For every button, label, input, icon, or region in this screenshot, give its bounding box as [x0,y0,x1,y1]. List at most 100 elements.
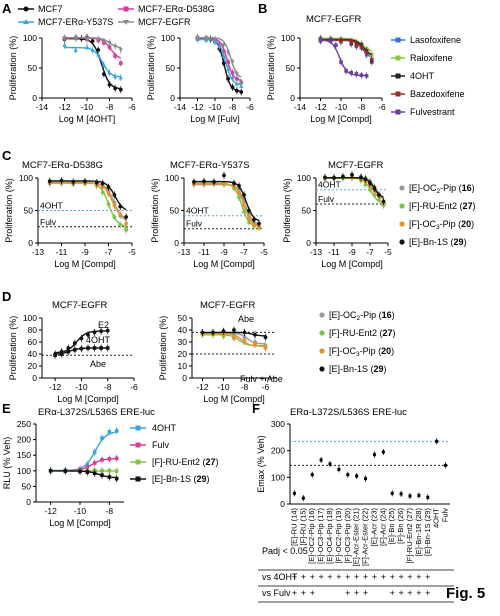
data-point [106,202,111,206]
panel-b-title: MCF7-EGFR [306,14,362,25]
y-tick-label: 100 [165,173,179,183]
data-point [257,221,261,226]
y-tick-label: 200 [17,435,31,445]
x-tick-label: -14 [36,102,49,112]
y-tick-label: 0 [28,238,33,248]
data-point [101,72,106,76]
x-tick-label: -12 [49,382,62,392]
data-point [221,329,226,334]
data-point [372,453,376,457]
y-axis-label: Proliferation (%) [150,178,160,243]
x-tick-label: -9 [220,247,228,257]
data-point [372,186,377,191]
x-tick-label: -10 [335,102,348,112]
legend-text: [E]-Bn-1S [152,474,194,484]
data-point [112,203,117,208]
significance-vs-fulv: + [398,588,403,598]
x-tick-label: -5 [128,247,136,257]
data-point [221,53,226,58]
data-point [66,346,71,350]
x-tick-label: -12 [196,382,209,392]
legend-marker-bazedoxifene [395,91,401,97]
category-label: [E]-Acr (23) [369,508,378,547]
significance-vs-4oht: + [336,572,341,582]
legend-label-bazedoxifene: Bazedoxifene [410,89,465,99]
data-point [72,341,77,346]
x-tick-label: -13 [32,247,45,257]
data-point [59,352,64,356]
panel-a-legend: MCF7 MCF7-ERα-D538G MCF7-ERα-Y537S MCF7-… [18,4,215,27]
data-point [99,346,103,350]
data-point [310,473,314,477]
data-point [368,181,372,186]
data-point [59,178,64,183]
x-tick-label: -13 [310,247,323,257]
significance-vs-4oht: + [390,572,395,582]
legend-label-mcf7: MCF7 [38,4,63,14]
data-point [242,330,247,335]
y-axis-label: Proliferation (%) [8,316,18,381]
data-point [221,43,226,48]
data-point [92,450,97,454]
legend-marker-e-4oht [135,425,141,431]
legend-marker-egfr [123,20,129,25]
data-point [252,222,256,227]
data-point [377,198,381,203]
x-tick-label: -9 [81,247,89,257]
y-tick-label: 30 [178,337,188,347]
data-point [319,458,323,462]
reference-line-label: 4OHT [318,180,341,190]
data-point [390,491,394,495]
panel-d2-title: MCF7-EGFR [200,300,256,311]
chart-c-1: Proliferation (%) 0 50 100 -13 -11 -9 -7 -5 Log M… [4,173,136,269]
data-point [234,72,239,77]
data-point [332,176,336,180]
x-axis-label: Log M [Compd] [57,394,119,404]
data-point [118,48,123,53]
data-point [212,180,216,184]
data-point [83,179,87,184]
data-point [408,494,412,498]
x-tick-label: -9 [348,247,356,257]
panel-label-b: B [258,1,267,16]
y-tick-label: 20 [28,361,38,371]
data-point [107,70,112,75]
x-tick-label: -8 [229,102,237,112]
significance-vs-4oht: + [318,572,323,582]
legend-text: [E]-OC [329,310,357,320]
y-axis-label: Emax (% Veh) [256,435,266,493]
reference-line-label: 4OHT [40,201,63,211]
panel-c3-title: MCF7-EGFR [328,160,384,171]
legend-marker-c-20 [399,221,405,227]
x-tick-label: -14 [174,102,187,112]
significance-vs-fulv: + [425,588,430,598]
legend-label-c-27: [F]-RU-Ent2 (27) [409,201,476,211]
data-point [339,39,343,43]
data-point [222,173,226,178]
x-axis-label: Log M [Fulv] [190,114,240,124]
x-tick-label: -8 [106,102,114,112]
y-tick-label: 100 [161,33,175,43]
data-point [263,346,268,350]
chart-a-right: Proliferation (%) 0 50 100 -14 -12 -10 -8 -6 Log … [146,33,254,124]
data-point [47,179,52,184]
data-point [101,62,106,67]
data-point [247,208,251,213]
data-point [118,212,123,217]
panel-e-legend: 4OHT Fulv [F]-RU-Ent2 (27) [E]-Bn-1S (29… [130,423,219,484]
chart-a-left: Proliferation (%) 0 50 100 -14 -12 -10 -8 -6 Log … [8,33,136,124]
data-point [107,469,112,473]
data-point [105,328,110,333]
data-point [92,461,97,465]
x-tick-label: -12 [314,102,327,112]
y-tick-label: 50 [24,206,34,216]
panel-label-e: E [2,401,11,416]
data-point [368,187,372,192]
data-point [63,469,68,473]
panel-e-title: ERα-L372S/L536S ERE-luc [38,407,155,418]
data-point [107,475,112,479]
category-label: Fulv [441,508,450,522]
reference-line-label: Fulv [318,194,335,204]
significance-vs-fulv: + [390,588,395,598]
annotation-abe: Abe [90,359,106,369]
